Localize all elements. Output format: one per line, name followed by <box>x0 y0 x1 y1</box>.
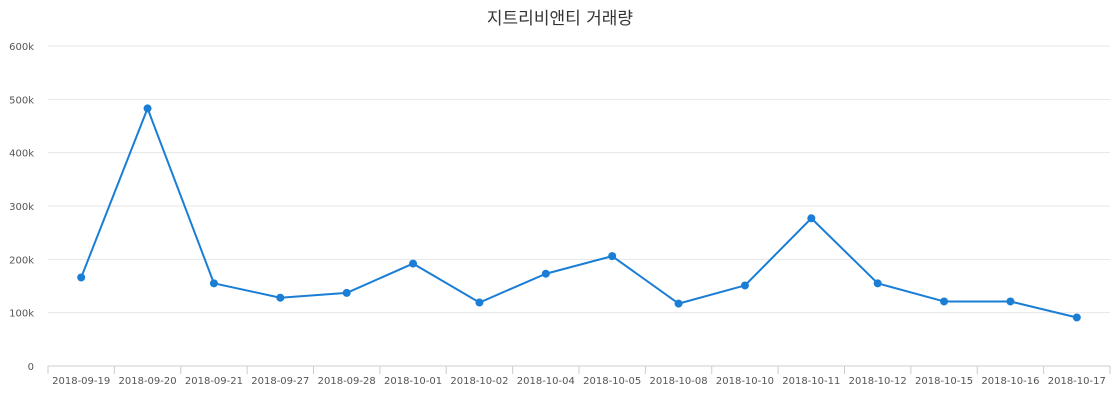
x-tick-label: 2018-10-08 <box>650 376 708 387</box>
x-tick-label: 2018-10-05 <box>583 376 641 387</box>
data-point[interactable] <box>1072 313 1081 322</box>
y-tick-label: 400k <box>9 149 34 160</box>
data-point[interactable] <box>873 279 882 288</box>
x-tick-label: 2018-09-27 <box>251 376 309 387</box>
y-tick-label: 100k <box>9 309 34 320</box>
data-point[interactable] <box>740 281 749 290</box>
data-point[interactable] <box>807 214 816 223</box>
y-tick-label: 200k <box>9 255 34 266</box>
x-tick-label: 2018-09-19 <box>52 376 110 387</box>
x-tick-label: 2018-10-12 <box>849 376 907 387</box>
x-tick-label: 2018-09-20 <box>119 376 177 387</box>
x-tick-label: 2018-10-04 <box>517 376 575 387</box>
data-point[interactable] <box>608 252 617 261</box>
data-point[interactable] <box>409 259 418 268</box>
data-point[interactable] <box>342 288 351 297</box>
x-tick-label: 2018-10-10 <box>716 376 774 387</box>
series <box>77 104 1081 322</box>
x-tick-label: 2018-09-21 <box>185 376 243 387</box>
data-point[interactable] <box>1006 297 1015 306</box>
x-tick-label: 2018-10-01 <box>384 376 442 387</box>
data-point[interactable] <box>475 298 484 307</box>
x-tick-label: 2018-10-17 <box>1048 376 1106 387</box>
x-tick-label: 2018-09-28 <box>318 376 376 387</box>
data-point[interactable] <box>276 293 285 302</box>
grid-lines <box>48 45 1110 314</box>
data-point[interactable] <box>674 299 683 308</box>
x-tick-label: 2018-10-02 <box>450 376 508 387</box>
chart-title: 지트리비앤티 거래량 <box>487 9 634 29</box>
y-tick-label: 600k <box>9 42 34 53</box>
x-tick-label: 2018-10-15 <box>915 376 973 387</box>
series-line <box>80 107 1078 319</box>
y-axis: 0 100k 200k 300k 400k 500k 600k <box>9 42 34 373</box>
x-tick-label: 2018-10-11 <box>782 376 840 387</box>
data-point[interactable] <box>77 273 86 282</box>
y-tick-label: 0 <box>28 362 34 373</box>
x-tick-label: 2018-10-16 <box>981 376 1039 387</box>
y-tick-label: 500k <box>9 95 34 106</box>
y-tick-label: 300k <box>9 202 34 213</box>
data-point[interactable] <box>541 269 550 278</box>
x-axis: 2018-09-19 2018-09-20 2018-09-21 2018-09-27… <box>47 365 1111 387</box>
data-point[interactable] <box>940 297 949 306</box>
data-point[interactable] <box>143 104 152 113</box>
data-point[interactable] <box>209 279 218 288</box>
